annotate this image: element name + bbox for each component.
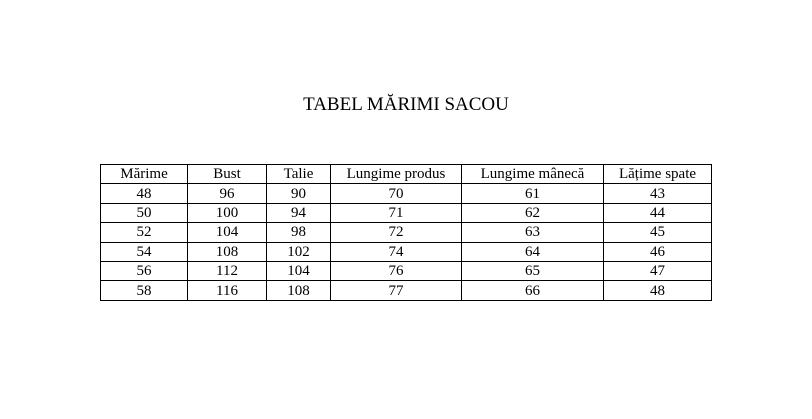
column-header: Lungime mânecă xyxy=(461,163,604,185)
table-cell: 100 xyxy=(187,202,267,224)
table-cell: 72 xyxy=(330,222,462,243)
table-cell: 54 xyxy=(100,241,188,262)
table-row: 52 104 98 72 63 45 xyxy=(100,222,712,243)
table-cell: 52 xyxy=(100,222,188,243)
table-cell: 71 xyxy=(330,202,462,224)
table-cell: 96 xyxy=(187,183,267,204)
table-cell: 112 xyxy=(187,260,267,282)
table-cell: 47 xyxy=(603,260,712,282)
table-cell: 104 xyxy=(266,260,331,282)
table-cell: 116 xyxy=(187,280,267,301)
table-row: 58 116 108 77 66 48 xyxy=(100,280,712,301)
column-header: Talie xyxy=(266,163,331,185)
column-header: Lățime spate xyxy=(603,163,712,185)
table-cell: 104 xyxy=(187,222,267,243)
header-row: Mărime Bust Talie Lungime produs Lungime mân… xyxy=(100,163,712,185)
column-header: Bust xyxy=(187,163,267,185)
table-cell: 43 xyxy=(603,183,712,204)
table-cell: 46 xyxy=(603,241,712,262)
table-cell: 90 xyxy=(266,183,331,204)
table-cell: 77 xyxy=(330,280,462,301)
table-row: 50 100 94 71 62 44 xyxy=(100,202,712,224)
table-row: 54 108 102 74 64 46 xyxy=(100,241,712,262)
table-cell: 62 xyxy=(461,202,604,224)
table-cell: 65 xyxy=(461,260,604,282)
table-cell: 44 xyxy=(603,202,712,224)
table-cell: 61 xyxy=(461,183,604,204)
column-header: Mărime xyxy=(100,163,188,185)
table-cell: 48 xyxy=(100,183,188,204)
table-cell: 108 xyxy=(187,241,267,262)
table-cell: 94 xyxy=(266,202,331,224)
table-cell: 102 xyxy=(266,241,331,262)
table-row: 56 112 104 76 65 47 xyxy=(100,260,712,282)
table-cell: 50 xyxy=(100,202,188,224)
table-cell: 98 xyxy=(266,222,331,243)
table-cell: 70 xyxy=(330,183,462,204)
table-cell: 108 xyxy=(266,280,331,301)
table-cell: 48 xyxy=(603,280,712,301)
table-row: 48 96 90 70 61 43 xyxy=(100,183,712,204)
page-title: TABEL MĂRIMI SACOU xyxy=(303,94,509,115)
table-cell: 64 xyxy=(461,241,604,262)
table-cell: 56 xyxy=(100,260,188,282)
table-cell: 58 xyxy=(100,280,188,301)
column-header: Lungime produs xyxy=(330,163,462,185)
table-cell: 74 xyxy=(330,241,462,262)
table-cell: 76 xyxy=(330,260,462,282)
table-cell: 66 xyxy=(461,280,604,301)
size-table: Mărime Bust Talie Lungime produs Lungime mân… xyxy=(100,163,712,301)
table-cell: 63 xyxy=(461,222,604,243)
table-cell: 45 xyxy=(603,222,712,243)
